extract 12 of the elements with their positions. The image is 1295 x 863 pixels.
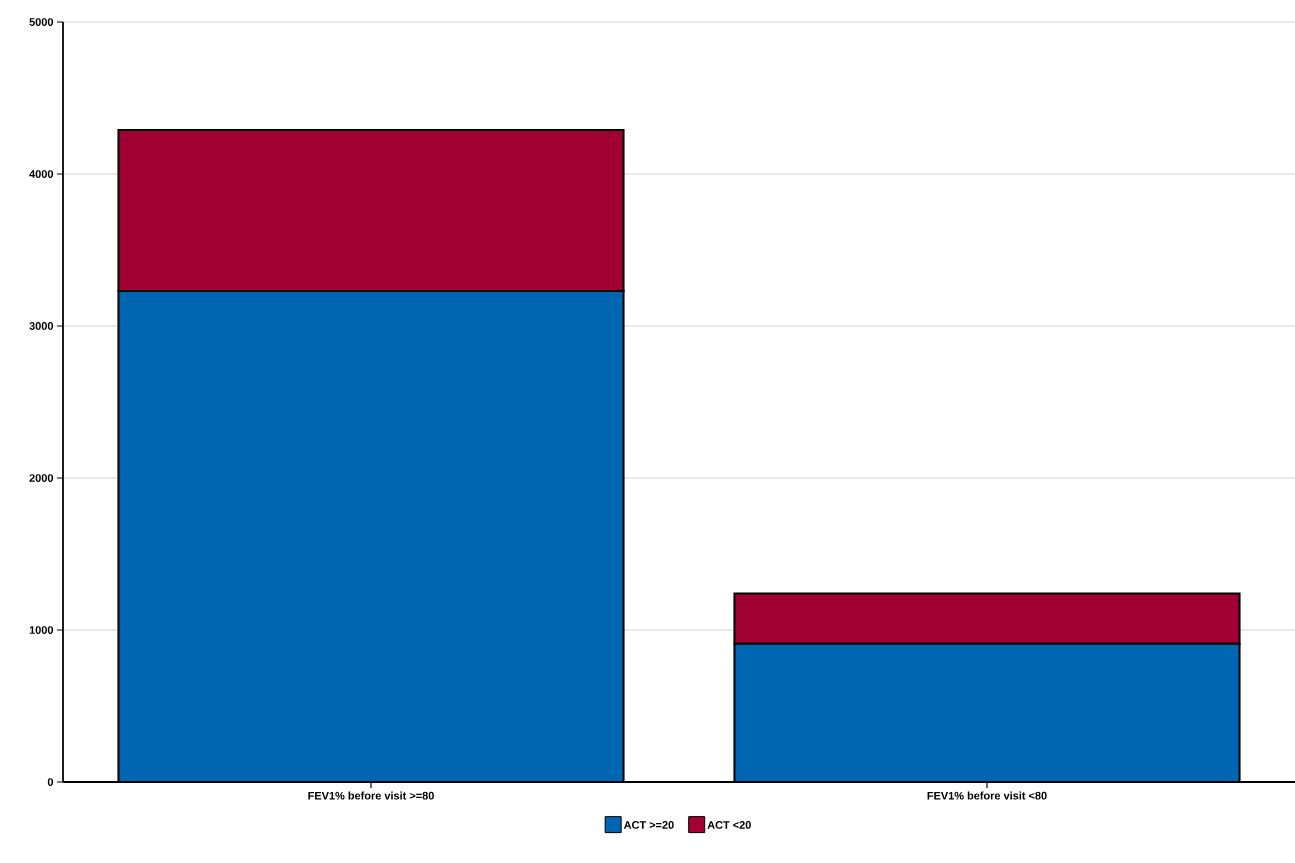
y-tick-label: 2000 — [29, 474, 54, 482]
legend-label: ACT >=20 — [623, 821, 674, 829]
y-tick-label: 1000 — [29, 626, 54, 634]
x-tick-label: FEV1% before visit <80 — [927, 791, 1047, 800]
x-tick-label: FEV1% before visit >=80 — [308, 791, 434, 800]
y-tick-label: 3000 — [29, 322, 54, 330]
y-tick-label: 4000 — [29, 170, 54, 178]
y-tick-label: 5000 — [29, 18, 54, 26]
bar — [733, 642, 1241, 782]
legend-label: ACT <20 — [707, 821, 751, 829]
bar — [118, 291, 624, 782]
y-tick-label: 0 — [47, 778, 54, 786]
